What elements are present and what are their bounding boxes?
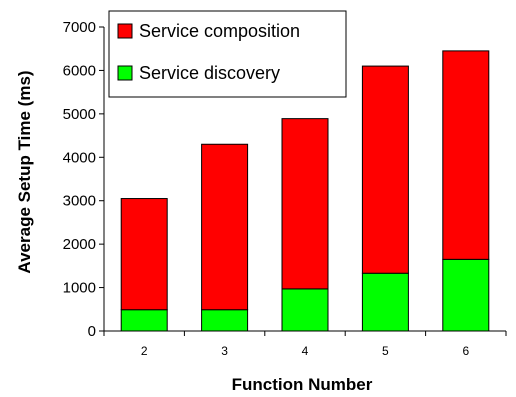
legend-swatch-service-composition: [117, 23, 133, 39]
y-tick-label: 3000: [63, 193, 96, 210]
bar-service-composition-5: [361, 65, 409, 274]
legend-label-service-discovery: Service discovery: [139, 63, 280, 83]
x-tick-label: 6: [462, 344, 469, 358]
x-tick-label: 4: [302, 344, 309, 358]
y-tick-label: 2000: [63, 236, 96, 253]
bar-service-discovery-2: [120, 309, 168, 332]
plot-area: 0 1000 2000 3000 4000 5000 6000 7000 2 3 4 5 6: [63, 19, 507, 358]
legend: Service composition Service discovery: [108, 10, 347, 98]
y-tick-label: 7000: [63, 19, 96, 36]
bar-service-composition-6: [442, 50, 490, 260]
bar-service-discovery-3: [201, 309, 249, 332]
x-axis-title: Function Number: [232, 375, 373, 394]
legend-box: [108, 10, 347, 98]
y-tick-label: 5000: [63, 106, 96, 123]
x-tick-label: 2: [141, 344, 148, 358]
legend-swatch-service-discovery: [117, 65, 133, 81]
x-tick-label: 5: [382, 344, 389, 358]
bar-service-composition-2: [120, 198, 168, 311]
y-tick-label: 6000: [63, 62, 96, 79]
y-tick-label: 0: [88, 323, 96, 340]
bar-service-discovery-6: [442, 258, 490, 332]
bar-service-discovery-4: [281, 288, 329, 332]
x-tick-label: 3: [221, 344, 228, 358]
bar-service-discovery-5: [361, 272, 409, 332]
y-axis-title: Average Setup Time (ms): [15, 70, 34, 273]
bar-service-composition-4: [281, 118, 329, 290]
y-tick-label: 1000: [63, 280, 96, 297]
y-tick-label: 4000: [63, 149, 96, 166]
legend-label-service-composition: Service composition: [139, 21, 300, 41]
bar-service-composition-3: [201, 143, 249, 311]
